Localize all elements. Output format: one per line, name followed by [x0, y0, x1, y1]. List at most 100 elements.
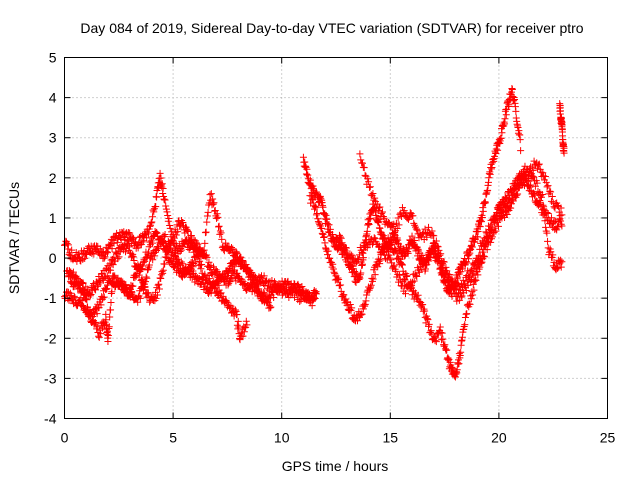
data-point-marker [418, 230, 426, 238]
data-point-marker [324, 251, 332, 259]
data-point-marker [490, 228, 498, 236]
data-point-marker [530, 190, 538, 198]
data-point-marker [432, 237, 440, 245]
data-point-marker [161, 260, 169, 268]
data-point-marker [325, 255, 333, 263]
data-point-marker [367, 191, 375, 199]
data-point-marker [84, 306, 92, 314]
data-point-marker [159, 266, 167, 274]
data-point-marker [222, 297, 230, 305]
data-point-marker [139, 237, 147, 245]
data-point-marker [148, 218, 156, 226]
data-point-marker [360, 164, 368, 172]
data-point-marker [399, 277, 407, 285]
data-point-marker [149, 206, 157, 214]
data-point-marker [471, 271, 479, 279]
data-point-marker [463, 277, 471, 285]
data-point-marker [479, 207, 487, 215]
data-point-marker [214, 213, 222, 221]
data-point-marker [137, 266, 145, 274]
data-point-marker [304, 171, 312, 179]
data-point-marker [97, 301, 105, 309]
data-point-marker [477, 259, 485, 267]
data-point-marker [210, 199, 218, 207]
data-point-marker [529, 166, 537, 174]
data-point-marker [469, 291, 477, 299]
y-tick-label: -3 [44, 370, 57, 386]
data-point-marker [205, 275, 213, 283]
data-point-marker [113, 239, 121, 247]
data-point-marker [212, 266, 220, 274]
data-point-marker [547, 197, 555, 205]
data-point-marker [95, 333, 103, 341]
data-point-marker [163, 254, 171, 262]
data-point-marker [147, 219, 155, 227]
data-point-marker [338, 239, 346, 247]
series-track-h [332, 157, 566, 305]
data-point-marker [443, 346, 451, 354]
data-point-marker [296, 297, 304, 305]
data-point-marker [254, 282, 262, 290]
data-point-marker [540, 172, 548, 180]
data-point-marker [308, 302, 316, 310]
data-point-marker [165, 215, 173, 223]
data-point-marker [228, 244, 236, 252]
data-point-marker [543, 229, 551, 237]
y-tick-label: 3 [49, 130, 57, 146]
data-point-marker [476, 223, 484, 231]
data-point-marker [455, 360, 463, 368]
data-point-marker [201, 270, 209, 278]
data-point-marker [544, 182, 552, 190]
data-point-marker [507, 204, 515, 212]
data-point-marker [388, 239, 396, 247]
data-point-marker [558, 211, 566, 219]
series-track-g [356, 150, 566, 298]
data-point-marker [458, 292, 466, 300]
data-point-marker [357, 311, 365, 319]
data-point-marker [312, 290, 320, 298]
data-point-marker [553, 226, 561, 234]
data-point-marker [398, 212, 406, 220]
data-point-marker [342, 298, 350, 306]
data-point-marker [155, 285, 163, 293]
data-point-marker [73, 274, 81, 282]
data-point-marker [531, 182, 539, 190]
data-point-marker [253, 280, 261, 288]
data-point-marker [478, 218, 486, 226]
y-tick-label: 2 [49, 170, 57, 186]
data-point-marker [560, 149, 568, 157]
data-point-marker [408, 278, 416, 286]
data-point-marker [436, 323, 444, 331]
data-point-marker [152, 294, 160, 302]
data-point-marker [155, 280, 163, 288]
data-point-marker [555, 216, 563, 224]
data-point-marker [143, 274, 151, 282]
data-point-marker [462, 286, 470, 294]
y-tick-label: -2 [44, 330, 57, 346]
data-point-marker [102, 285, 110, 293]
data-point-marker [154, 243, 162, 251]
data-point-marker [124, 228, 132, 236]
data-point-marker [70, 292, 78, 300]
data-point-marker [365, 220, 373, 228]
data-point-marker [260, 272, 268, 280]
data-point-marker [309, 196, 317, 204]
data-point-marker [125, 243, 133, 251]
data-point-marker [441, 341, 449, 349]
data-point-marker [152, 203, 160, 211]
data-point-marker [240, 328, 248, 336]
data-point-marker [376, 260, 384, 268]
data-point-marker [140, 280, 148, 288]
data-point-marker [438, 336, 446, 344]
data-point-marker [365, 286, 373, 294]
data-point-marker [365, 178, 373, 186]
data-point-marker [324, 247, 332, 255]
data-point-marker [179, 260, 187, 268]
data-point-marker [162, 202, 170, 210]
data-point-marker [544, 209, 552, 217]
data-point-marker [472, 265, 480, 273]
data-point-marker [78, 279, 86, 287]
data-point-marker [86, 292, 94, 300]
data-point-marker [212, 281, 220, 289]
data-point-marker [153, 193, 161, 201]
